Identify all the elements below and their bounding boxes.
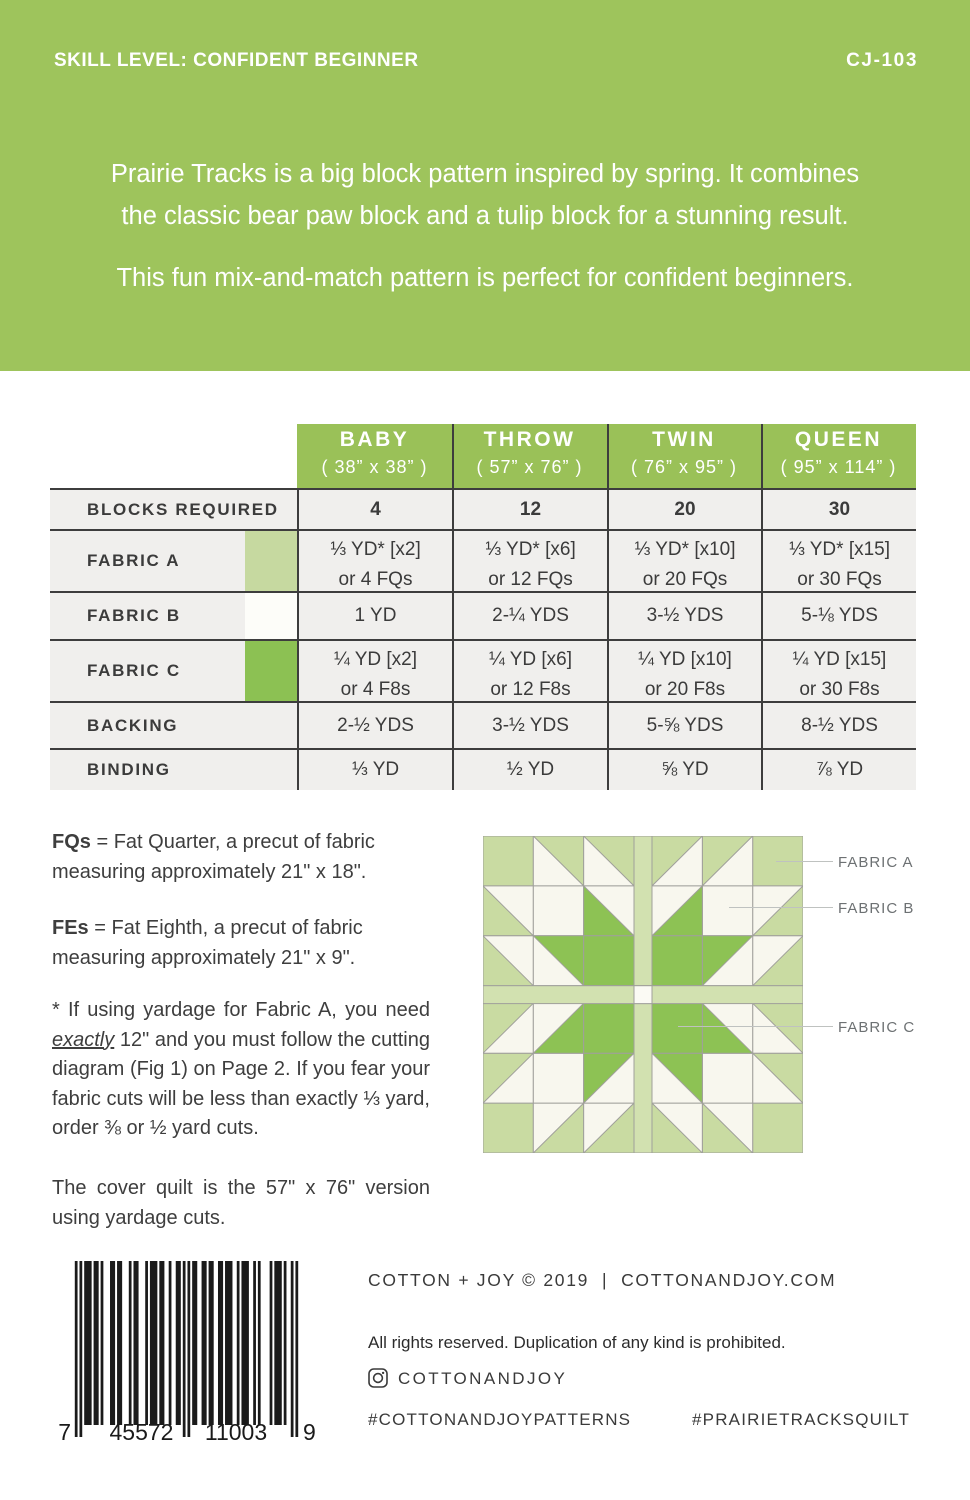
svg-text:9: 9	[303, 1419, 316, 1445]
svg-text:7: 7	[58, 1419, 71, 1445]
svg-text:45572: 45572	[110, 1419, 174, 1445]
svg-text:11003: 11003	[205, 1419, 267, 1445]
